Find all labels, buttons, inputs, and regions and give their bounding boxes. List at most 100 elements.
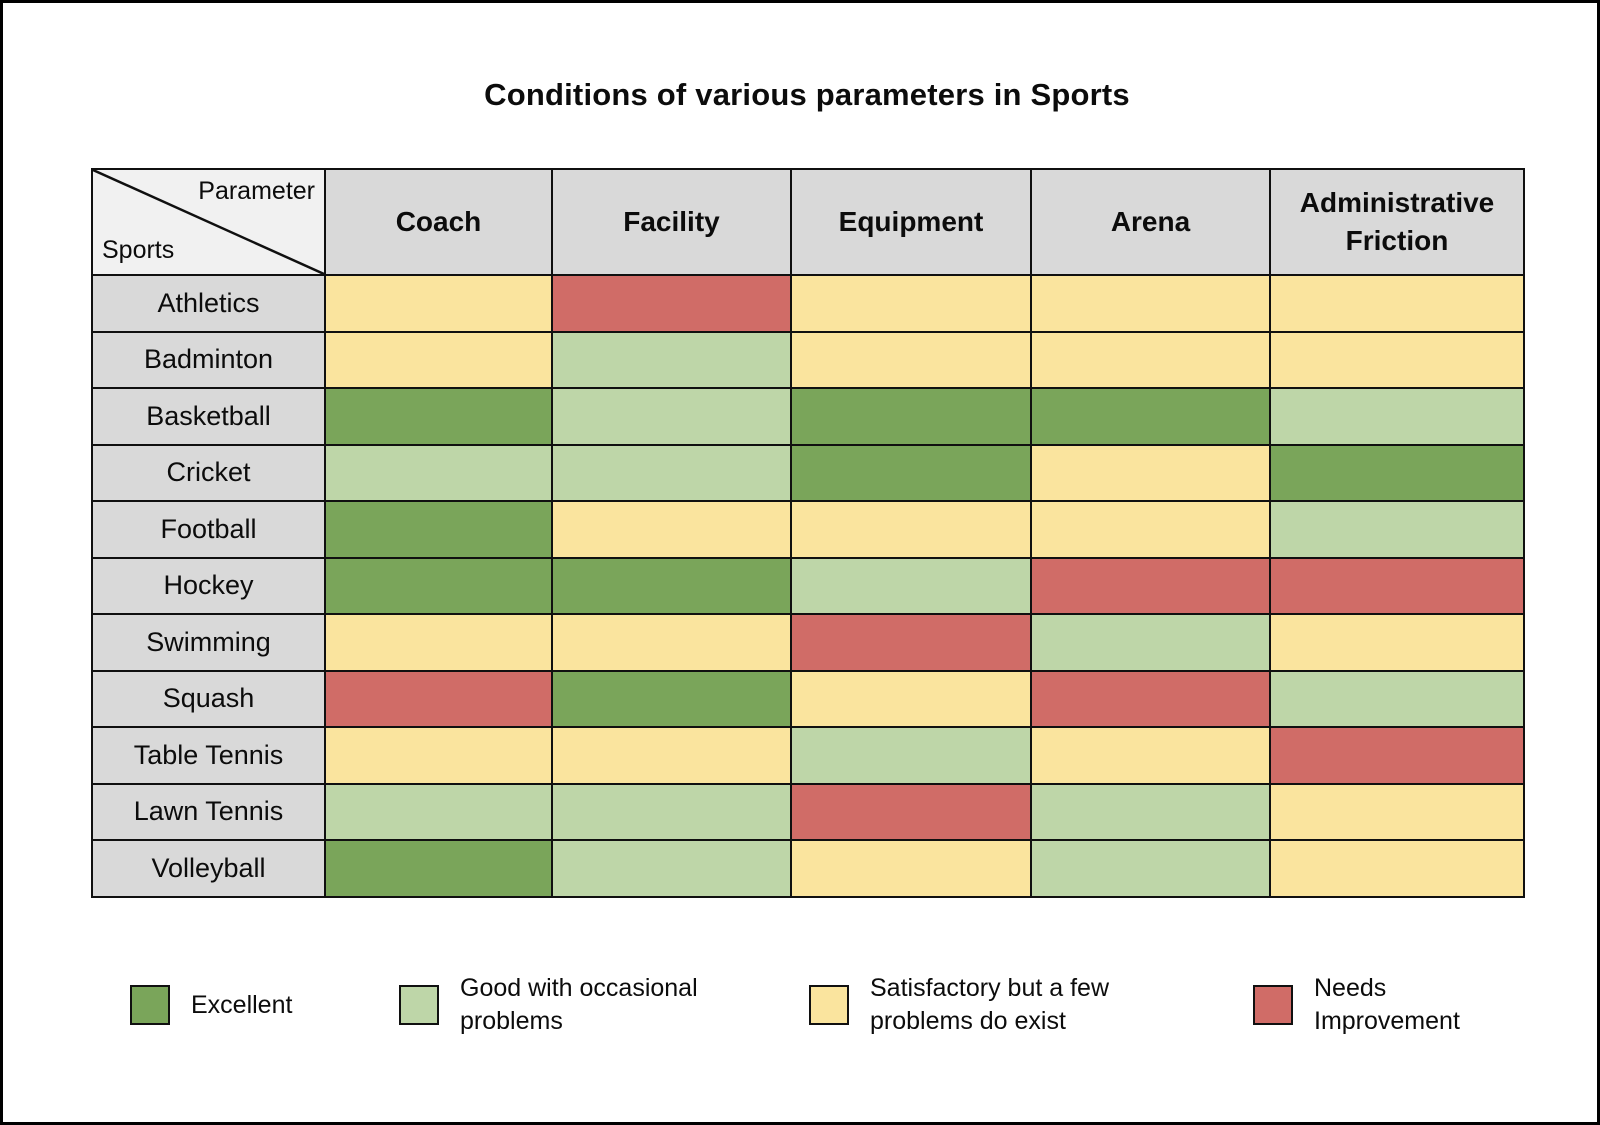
rating-cell — [1030, 556, 1271, 615]
rating-cell — [1269, 839, 1525, 898]
rating-cell — [551, 782, 792, 841]
legend-label: Needs Improvement — [1314, 974, 1460, 1035]
rating-cell — [324, 274, 553, 333]
rating-cell — [790, 443, 1032, 502]
rating-cell — [324, 839, 553, 898]
rating-cell — [1269, 274, 1525, 333]
rating-cell — [324, 330, 553, 389]
rating-cell — [1269, 330, 1525, 389]
sport-row: Lawn Tennis — [91, 782, 1525, 841]
sport-row: Basketball — [91, 387, 1525, 446]
conditions-table: Parameter Sports Coach Facility Equipmen… — [91, 168, 1525, 898]
sport-label: Volleyball — [91, 839, 326, 898]
legend: Excellent Good with occasional problems … — [3, 963, 1597, 1047]
column-header: Arena — [1030, 168, 1271, 276]
rating-cell — [790, 839, 1032, 898]
rating-cell — [551, 613, 792, 672]
legend-item: Satisfactory but a few problems do exist — [809, 963, 1176, 1047]
rating-cell — [790, 500, 1032, 559]
sport-row: Cricket — [91, 443, 1525, 502]
column-header: Coach — [324, 168, 553, 276]
sport-label: Basketball — [91, 387, 326, 446]
sports-axis-label: Sports — [102, 236, 175, 264]
diagonal-divider-icon — [93, 170, 324, 274]
sport-row: Swimming — [91, 613, 1525, 672]
sport-label: Cricket — [91, 443, 326, 502]
rating-cell — [551, 387, 792, 446]
legend-item: Excellent — [130, 963, 292, 1047]
rating-cell — [324, 500, 553, 559]
column-header: Administrative Friction — [1269, 168, 1525, 276]
rating-cell — [324, 387, 553, 446]
rating-cell — [551, 274, 792, 333]
column-header: Equipment — [790, 168, 1032, 276]
legend-swatch — [809, 985, 849, 1025]
rating-cell — [1030, 443, 1271, 502]
rating-cell — [1269, 500, 1525, 559]
sport-row: Squash — [91, 669, 1525, 728]
rating-cell — [1269, 726, 1525, 785]
rating-cell — [1030, 726, 1271, 785]
rating-cell — [790, 613, 1032, 672]
rating-cell — [1030, 330, 1271, 389]
rating-cell — [324, 556, 553, 615]
legend-swatch — [399, 985, 439, 1025]
rating-cell — [551, 669, 792, 728]
rating-cell — [790, 556, 1032, 615]
rating-cell — [324, 613, 553, 672]
sport-label: Athletics — [91, 274, 326, 333]
rating-cell — [324, 726, 553, 785]
rating-cell — [790, 782, 1032, 841]
sport-row: Badminton — [91, 330, 1525, 389]
sport-label: Badminton — [91, 330, 326, 389]
rating-cell — [1269, 669, 1525, 728]
legend-label: Excellent — [191, 990, 293, 1019]
rating-cell — [1030, 500, 1271, 559]
rating-cell — [551, 839, 792, 898]
sport-label: Swimming — [91, 613, 326, 672]
legend-label: Satisfactory but a few problems do exist — [870, 974, 1110, 1035]
legend-swatch — [1253, 985, 1293, 1025]
rating-cell — [551, 330, 792, 389]
legend-swatch — [130, 985, 170, 1025]
rating-cell — [1269, 443, 1525, 502]
rating-cell — [1269, 782, 1525, 841]
sport-row: Hockey — [91, 556, 1525, 615]
corner-cell: Parameter Sports — [91, 168, 326, 276]
rating-cell — [551, 726, 792, 785]
rating-cell — [551, 500, 792, 559]
rating-cell — [1269, 387, 1525, 446]
page-title: Conditions of various parameters in Spor… — [484, 77, 1130, 112]
rating-cell — [324, 782, 553, 841]
parameter-axis-label: Parameter — [198, 177, 315, 205]
rating-cell — [1269, 556, 1525, 615]
rating-cell — [1030, 387, 1271, 446]
rating-cell — [1030, 669, 1271, 728]
rating-cell — [1030, 839, 1271, 898]
column-header: Facility — [551, 168, 792, 276]
legend-item: Needs Improvement — [1253, 963, 1514, 1047]
sport-row: Volleyball — [91, 839, 1525, 898]
legend-item: Good with occasional problems — [399, 963, 742, 1047]
sport-row: Football — [91, 500, 1525, 559]
rating-cell — [1269, 613, 1525, 672]
sport-label: Squash — [91, 669, 326, 728]
sport-label: Lawn Tennis — [91, 782, 326, 841]
sport-label: Table Tennis — [91, 726, 326, 785]
sport-row: Table Tennis — [91, 726, 1525, 785]
sport-label: Football — [91, 500, 326, 559]
rating-cell — [1030, 613, 1271, 672]
sport-label: Hockey — [91, 556, 326, 615]
legend-label: Good with occasional problems — [460, 974, 698, 1035]
rating-cell — [1030, 274, 1271, 333]
header-row: Parameter Sports Coach Facility Equipmen… — [91, 168, 1525, 276]
rating-cell — [790, 726, 1032, 785]
rating-cell — [1030, 782, 1271, 841]
rating-cell — [790, 330, 1032, 389]
sport-row: Athletics — [91, 274, 1525, 333]
rating-cell — [790, 669, 1032, 728]
rating-cell — [551, 556, 792, 615]
rating-cell — [551, 443, 792, 502]
rating-cell — [324, 443, 553, 502]
